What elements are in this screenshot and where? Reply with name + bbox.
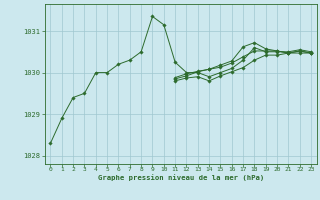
X-axis label: Graphe pression niveau de la mer (hPa): Graphe pression niveau de la mer (hPa): [98, 175, 264, 181]
